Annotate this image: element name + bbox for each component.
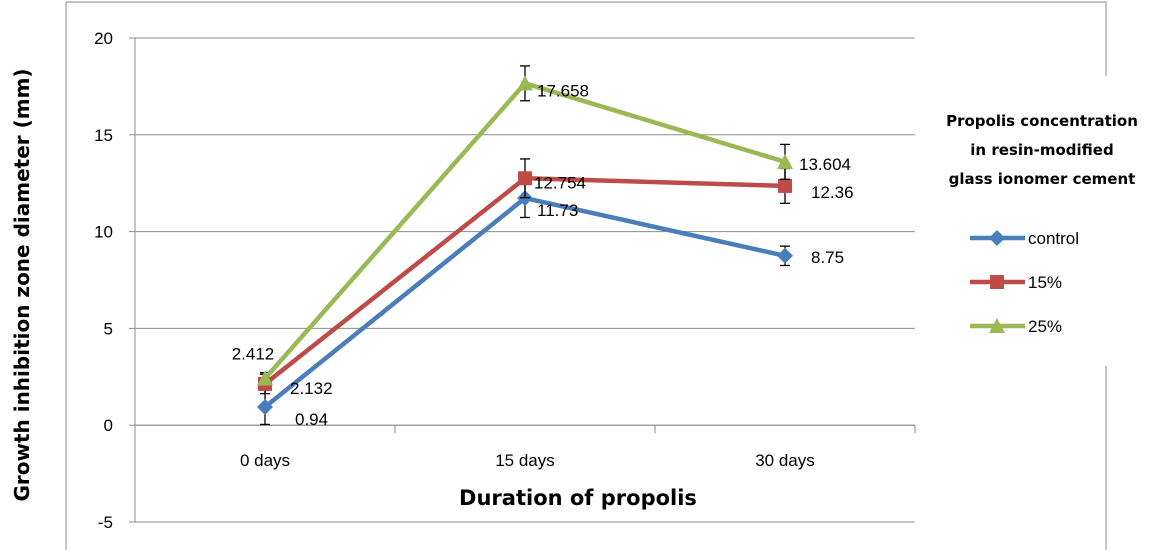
legend-label: 15% — [1028, 273, 1062, 292]
data-point — [777, 153, 793, 169]
data-point — [257, 399, 273, 416]
data-label: 8.75 — [811, 248, 844, 267]
data-point — [777, 247, 793, 264]
legend-swatch-marker — [989, 318, 1005, 333]
data-label: 13.604 — [799, 155, 851, 174]
y-tick-label: 5 — [104, 319, 113, 338]
data-label: 0.94 — [295, 410, 328, 429]
legend-cover — [916, 76, 1167, 366]
legend-label: control — [1028, 229, 1079, 248]
y-tick-label: 10 — [94, 223, 113, 242]
legend-entry-25%: 25% — [970, 317, 1062, 336]
legend-title-line-1: Propolis concentration — [946, 112, 1138, 130]
series-group — [257, 65, 793, 426]
legend-entry-control: control — [970, 229, 1079, 248]
data-point — [517, 75, 533, 91]
data-label: 17.658 — [537, 81, 589, 100]
y-tick-labels: -5 0 5 10 15 20 — [94, 29, 113, 532]
axes — [129, 37, 916, 523]
data-label: 12.754 — [534, 173, 586, 192]
legend-swatch-marker — [989, 230, 1005, 246]
data-label: 2.412 — [232, 345, 275, 364]
y-tick-label: 0 — [104, 416, 113, 435]
y-tick-label: 20 — [94, 29, 113, 48]
x-tick-label: 30 days — [755, 451, 815, 470]
legend-title-line-3: glass ionomer cement — [949, 170, 1136, 188]
x-axis-title: Duration of propolis — [459, 486, 697, 510]
data-point — [257, 370, 273, 386]
data-label: 2.132 — [290, 379, 333, 398]
legend-title-line-2: in resin-modified — [970, 141, 1113, 159]
x-tick-label: 0 days — [240, 451, 290, 470]
data-labels: 0.94 11.73 8.75 2.132 12.754 12.36 2.412 17.658… — [232, 81, 854, 429]
legend-label: 25% — [1028, 317, 1062, 336]
y-axis-title: Growth inhibition zone diameter (mm) — [10, 68, 34, 501]
series-25% — [257, 65, 793, 386]
y-tick-label: -5 — [98, 513, 113, 532]
data-label: 12.36 — [811, 183, 854, 202]
data-point — [778, 178, 792, 193]
y-tick-label: 15 — [94, 126, 113, 145]
legend-entry-15%: 15% — [970, 273, 1062, 292]
x-tick-labels: 0 days 15 days 30 days — [240, 451, 815, 470]
data-point — [518, 171, 532, 186]
x-tick-label: 15 days — [495, 451, 555, 470]
data-label: 11.73 — [537, 201, 578, 220]
legend: Propolis concentration in resin-modified… — [946, 112, 1138, 336]
legend-swatch-marker — [990, 275, 1004, 289]
